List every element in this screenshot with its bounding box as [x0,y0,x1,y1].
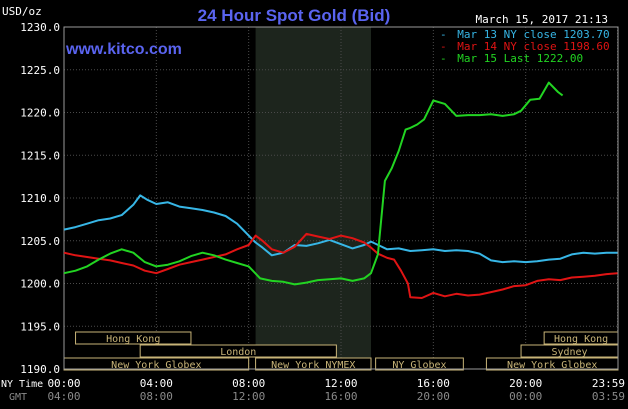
market-session-label: New York Globex [111,360,201,371]
market-session: Hong Kong [543,331,619,345]
series-lines [63,81,618,299]
unit-label: USD/oz [2,5,42,18]
market-session: NY Globex [375,357,464,371]
x-tick-label-gmt: 00:00 [509,390,542,403]
x-tick-label-gmt: 08:00 [140,390,173,403]
market-session: Hong Kong [75,331,192,345]
x-tick-label-ny: 23:59 [592,377,625,390]
market-session-box [75,331,192,345]
legend-marker: - [440,52,447,65]
market-session-label: Hong Kong [554,334,608,345]
legend-marker: - [440,40,447,53]
market-session-box [255,357,372,371]
legend-text: Mar 14 NY close 1198.60 [457,40,609,53]
x-tick-label-gmt: 04:00 [47,390,80,403]
market-session-box [375,357,464,371]
x-tick-label-ny: 16:00 [417,377,450,390]
gmt-label: GMT [9,392,27,403]
x-tick-label-gmt: 03:59 [592,390,625,403]
y-tick-label: 1225.0 [20,64,60,77]
legend-text: Mar 15 Last 1222.00 [457,52,583,65]
y-tick-label: 1230.0 [20,21,60,34]
market-session-label: NY Globex [392,360,446,371]
legend-item-mar14: - Mar 14 NY close 1198.60 [440,40,610,53]
x-tick-label-gmt: 12:00 [232,390,265,403]
market-session: London [139,344,337,358]
legend-item-mar13: - Mar 13 NY close 1203.70 [440,28,610,41]
plot-border [63,26,619,370]
legend-marker: - [440,28,447,41]
market-session: New York Globex [63,357,250,371]
market-session-box [139,344,337,358]
legend-item-mar15: - Mar 15 Last 1222.00 [440,52,583,65]
legend: - Mar 13 NY close 1203.70 - Mar 14 NY cl… [440,28,610,65]
legend-text: Mar 13 NY close 1203.70 [457,28,609,41]
y-tick-label: 1205.0 [20,235,60,248]
x-tick-label-ny: 00:00 [47,377,80,390]
market-session: New York NYMEX [255,357,372,371]
ny-time-label: NY Time [1,379,43,390]
timestamp: March 15, 2017 21:13 [476,13,608,26]
x-tick-label-ny: 08:00 [232,377,265,390]
chart-title: 24 Hour Spot Gold (Bid) [198,6,391,25]
market-session-label: Hong Kong [106,334,160,345]
market-session: Sydney [520,344,619,358]
plot-area [63,26,619,370]
y-tick-label: 1215.0 [20,149,60,162]
y-tick-label: 1195.0 [20,320,60,333]
y-tick-label: 1210.0 [20,192,60,205]
series-line-2 [63,232,618,299]
y-tick-label: 1190.0 [20,363,60,376]
market-session-label: New York NYMEX [271,360,355,371]
x-tick-label-ny: 20:00 [509,377,542,390]
website-label: www.kitco.com [65,41,182,58]
market-sessions: Hong Kong Hong Kong London Sydney New York G… [63,331,619,371]
market-session-label: New York Globex [507,360,597,371]
x-tick-label-gmt: 16:00 [324,390,357,403]
series-line-3 [63,81,564,286]
x-tick-label-ny: 04:00 [140,377,173,390]
y-tick-label: 1220.0 [20,107,60,120]
x-tick-label-gmt: 20:00 [417,390,450,403]
market-session-label: London [220,347,256,358]
x-tick-label-ny: 12:00 [324,377,357,390]
market-session-label: Sydney [551,347,587,358]
y-tick-label: 1200.0 [20,278,60,291]
axes: 1190.0 1195.0 1200.0 1205.0 1210.0 1215.0 1220… [20,21,625,403]
